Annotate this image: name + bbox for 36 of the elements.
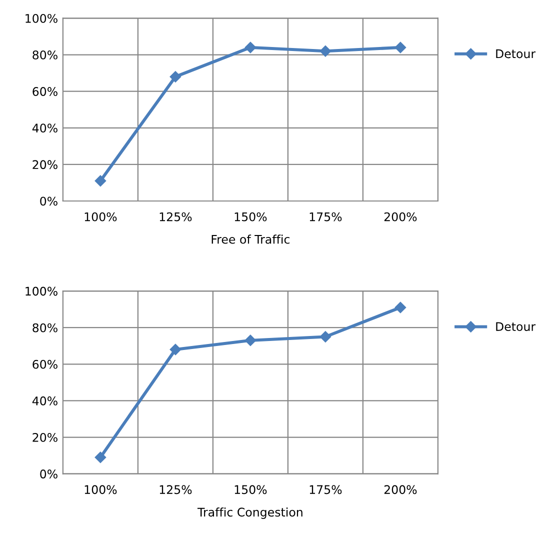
x-tick-label: 200%	[384, 485, 417, 494]
y-tick-label: 40%	[32, 396, 58, 406]
y-tick-label: 100%	[26, 14, 58, 23]
point	[394, 42, 406, 54]
x-tick-label: 175%	[310, 212, 342, 222]
y-tick-label: 100%	[26, 286, 58, 296]
y-tick-label: 60%	[32, 360, 58, 369]
y-tick-label: 20%	[32, 432, 58, 442]
x-tick-label: 150%	[234, 212, 267, 222]
point	[94, 175, 106, 186]
legend-label: Detour	[496, 49, 536, 58]
point	[94, 452, 106, 463]
point	[394, 302, 406, 314]
x-tick-label: 125%	[160, 485, 192, 494]
y-tick-label: 0%	[40, 470, 58, 478]
y-tick-label: 80%	[32, 323, 58, 332]
y-tick-label: 60%	[32, 87, 58, 96]
x-tick-label: 200%	[384, 212, 417, 222]
x-tick-label: 125%	[160, 212, 192, 222]
point	[170, 71, 182, 82]
x-tick-label: 175%	[310, 485, 342, 494]
y-tick-label: 0%	[40, 196, 58, 206]
y-tick-label: 40%	[32, 124, 58, 133]
x-axis-title: Traffic Congestion	[197, 507, 302, 519]
point	[320, 331, 332, 342]
point	[244, 334, 256, 346]
y-tick-label: 80%	[32, 50, 58, 60]
x-tick-label: 150%	[234, 485, 267, 494]
x-tick-label: 100%	[84, 212, 117, 222]
x-tick-label: 100%	[84, 485, 117, 494]
point	[170, 344, 182, 356]
point	[320, 46, 332, 57]
x-axis-title: Free of Traffic	[212, 234, 290, 244]
point	[244, 42, 256, 54]
y-tick-label: 20%	[32, 160, 58, 170]
legend-label: Detour	[496, 322, 536, 332]
